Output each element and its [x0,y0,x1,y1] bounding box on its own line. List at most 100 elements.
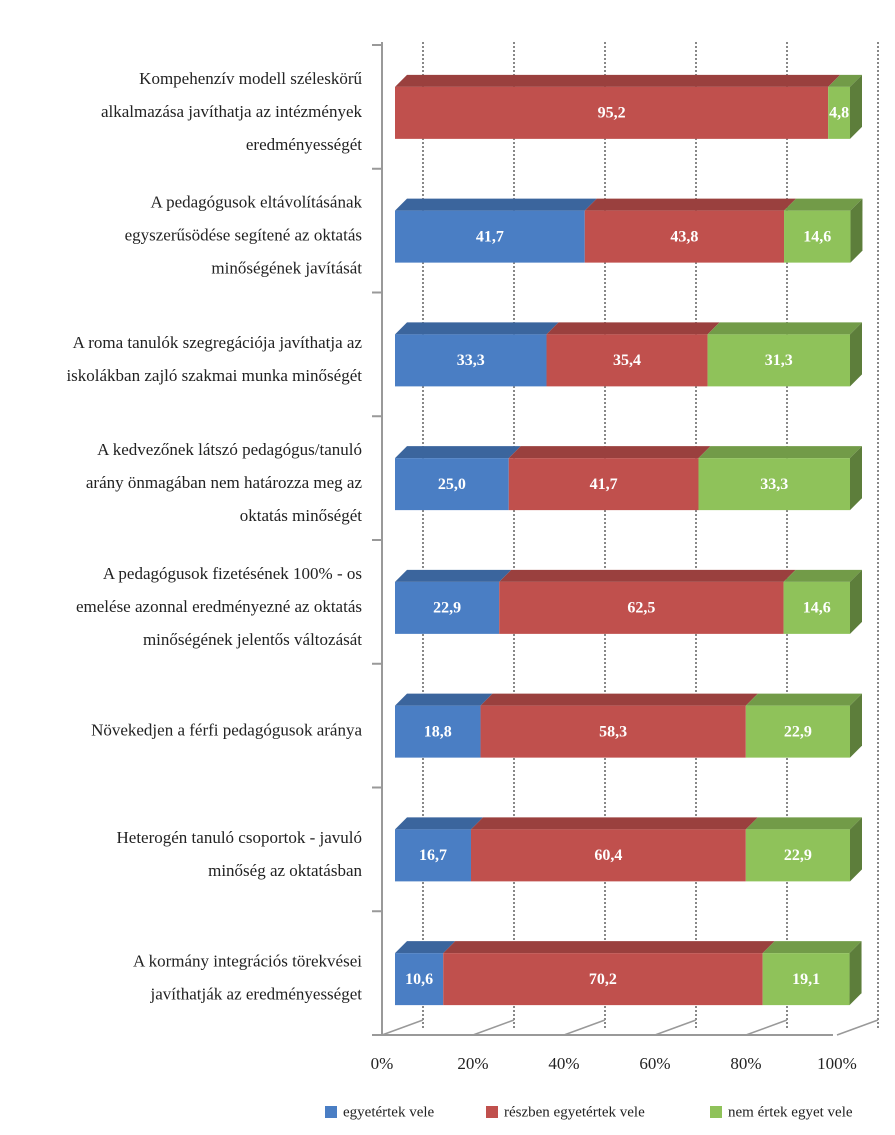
value-label: 58,3 [599,723,627,740]
bar-top [395,198,597,211]
bar-side [850,198,863,263]
category-label: Heterogén tanuló csoportok - javuló [117,828,363,847]
category-label: minőségének jelentős változását [143,630,362,649]
bar [395,334,547,387]
bar-top [395,322,559,335]
value-label: 16,7 [419,847,447,864]
value-label: 18,8 [424,723,452,740]
category-label: A kormány integrációs törekvései [133,952,362,971]
bar-top [395,569,512,582]
value-label: 60,4 [594,847,622,864]
category-label: A pedagógusok eltávolításának [150,193,362,212]
bar [443,953,763,1006]
category-label: A pedagógusok fizetésének 100% - os [103,564,362,583]
value-label: 22,9 [433,600,461,617]
category-label: emelése azonnal eredményezné az oktatás [76,597,362,616]
bar-top [480,693,758,706]
legend-swatch [325,1106,337,1118]
bar-top [707,322,862,335]
bar [395,953,444,1006]
bar-side [850,322,862,387]
category-label: eredményességét [246,135,362,154]
category-label: oktatás minőségét [240,506,363,525]
bar-top [395,817,483,830]
x-tick-label: 80% [730,1054,761,1073]
bar-top [395,941,456,954]
bar [828,86,850,139]
category-label: Kompehenzív modell széleskörű [139,69,362,88]
bar-top [508,446,711,459]
bar-top [443,941,775,954]
bar-top [499,569,796,582]
x-tick-label: 40% [548,1054,579,1073]
bar [395,458,509,511]
floor-line [836,1019,879,1036]
value-label: 70,2 [589,971,617,988]
legend-label: részben egyetértek vele [504,1104,645,1120]
value-label: 22,9 [784,847,812,864]
category-label: alkalmazása javíthatja az intézmények [101,102,363,121]
x-tick-label: 20% [457,1054,488,1073]
x-tick-label: 100% [817,1054,857,1073]
category-label: javíthatják az eredményességet [150,985,363,1004]
category-label: egyszerűsödése segítené az oktatás [125,226,362,245]
bar-side [850,569,862,634]
bar-top [783,569,862,582]
bar [584,210,785,263]
bar [395,581,500,634]
bar [395,86,829,139]
value-label: 41,7 [590,476,618,493]
bar-side [849,941,862,1006]
legend-swatch [710,1106,722,1118]
bar [698,458,850,511]
bar-top [745,817,862,830]
bar-side [850,817,862,882]
value-label: 95,2 [598,105,626,122]
floor-line [381,1019,424,1036]
bar-top [395,74,841,87]
bar [783,581,850,634]
value-label: 41,7 [476,228,504,245]
bar-side [850,74,862,139]
bar [395,210,585,263]
bar-top [584,198,797,211]
bar-top [395,693,493,706]
bar-top [762,941,862,954]
value-label: 14,6 [803,228,831,245]
value-label: 4,8 [829,105,849,122]
bar-top [470,817,758,830]
bar-top [395,446,521,459]
bar [508,458,699,511]
floor-line [563,1019,606,1036]
category-label: arány önmagában nem határozza meg az [86,473,363,492]
bar-top [546,322,720,335]
bar [480,705,746,758]
bar [784,210,851,263]
legend-label: egyetértek vele [343,1104,435,1120]
value-label: 33,3 [457,352,485,369]
floor-line [745,1019,788,1036]
bar-top [784,198,863,211]
value-label: 62,5 [627,600,655,617]
value-label: 25,0 [438,476,466,493]
value-label: 35,4 [613,352,641,369]
floor-line [472,1019,515,1036]
value-label: 14,6 [803,600,831,617]
bar-side [850,446,862,511]
category-label: A roma tanulók szegregációja javíthatja … [73,333,363,352]
floor-line [654,1019,697,1036]
bar-top [745,693,862,706]
category-label: minőségének javítását [211,259,362,278]
bar [707,334,850,387]
bar [499,581,784,634]
bar [395,829,471,882]
category-label: minőség az oktatásban [208,861,362,880]
value-label: 43,8 [670,228,698,245]
value-label: 22,9 [784,723,812,740]
value-label: 10,6 [405,971,433,988]
bar [395,705,481,758]
x-tick-label: 60% [639,1054,670,1073]
bar-top [828,74,862,87]
bar [762,953,850,1006]
